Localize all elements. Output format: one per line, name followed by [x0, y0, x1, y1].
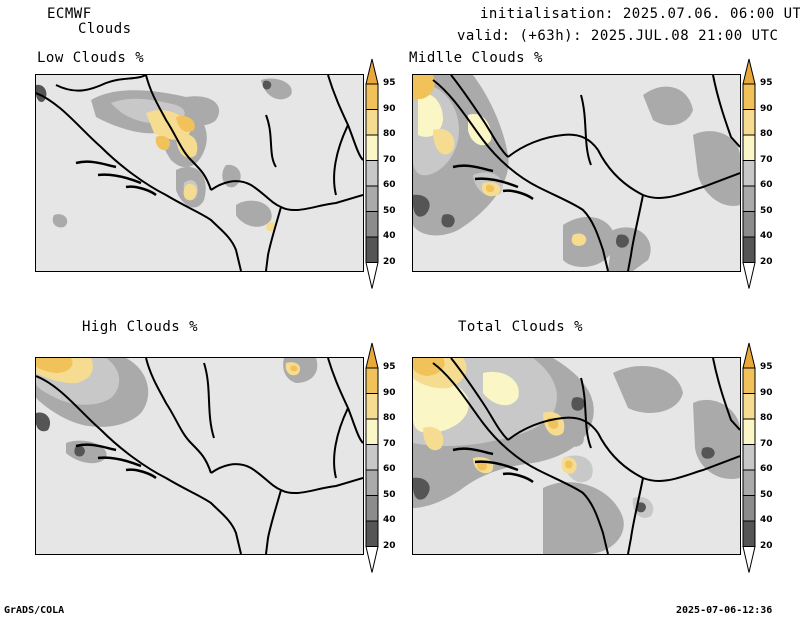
- colorbar-label: 20: [383, 256, 396, 267]
- product-name: Clouds: [78, 21, 132, 37]
- colorbar-label: 80: [760, 129, 773, 139]
- colorbar-label: 70: [760, 438, 773, 449]
- colorbar-box: [365, 495, 379, 522]
- colorbar-box: [742, 83, 756, 110]
- colorbar-arrow-top: [365, 58, 379, 85]
- colorbar-box: [742, 211, 756, 238]
- colorbar-box: [365, 393, 379, 420]
- colorbar-label: 50: [760, 205, 773, 216]
- colorbar-label: 95: [760, 362, 773, 372]
- colorbar-label: 40: [760, 515, 773, 525]
- map-middle-clouds: [412, 74, 741, 272]
- colorbar-label: 80: [383, 413, 396, 423]
- map-total-clouds: [412, 357, 741, 555]
- colorbar-arrow-bottom: [365, 262, 379, 289]
- colorbar-box: [365, 211, 379, 238]
- colorbar-label: 20: [760, 256, 773, 267]
- colorbar-arrow-top: [365, 342, 379, 369]
- colorbar-box: [365, 444, 379, 471]
- panel-title-high: High Clouds %: [82, 319, 199, 335]
- colorbar-box: [742, 236, 756, 263]
- colorbar-label: 70: [383, 154, 396, 165]
- colorbar-box: [742, 444, 756, 471]
- footer-credit: GrADS/COLA: [4, 605, 65, 616]
- colorbar-box: [742, 418, 756, 445]
- colorbar-arrow-top: [742, 58, 756, 85]
- colorbar-box: [365, 469, 379, 496]
- colorbar-label: 60: [760, 180, 773, 190]
- colorbar-box: [365, 109, 379, 136]
- colorbar-label: 90: [383, 103, 396, 114]
- colorbar-box: [742, 495, 756, 522]
- colorbar-arrow-bottom: [365, 546, 379, 573]
- colorbar-label: 20: [383, 540, 396, 551]
- colorbar-box: [742, 185, 756, 212]
- colorbar-label: 20: [760, 540, 773, 551]
- colorbar-box: [742, 160, 756, 187]
- colorbar-label: 95: [383, 362, 396, 372]
- colorbar-arrow-top: [742, 342, 756, 369]
- colorbar-box: [365, 185, 379, 212]
- colorbar-label: 40: [383, 231, 396, 241]
- colorbar-label: 50: [760, 489, 773, 500]
- map-low-clouds: [35, 74, 364, 272]
- colorbar-label: 50: [383, 205, 396, 216]
- footer-timestamp: 2025-07-06-12:36: [676, 605, 773, 616]
- colorbar-label: 60: [760, 464, 773, 474]
- panel-title-middle: Midlle Clouds %: [409, 50, 543, 66]
- colorbar-box: [365, 134, 379, 161]
- colorbar-box: [365, 367, 379, 394]
- colorbar-box: [742, 520, 756, 547]
- colorbar-label: 60: [383, 464, 396, 474]
- colorbar-label: 60: [383, 180, 396, 190]
- panel-title-total: Total Clouds %: [458, 319, 584, 335]
- map-high-clouds: [35, 357, 364, 555]
- colorbar-label: 50: [383, 489, 396, 500]
- colorbar-box: [365, 83, 379, 110]
- colorbar-label: 70: [383, 438, 396, 449]
- colorbar-label: 90: [760, 387, 773, 398]
- colorbar-box: [742, 393, 756, 420]
- colorbar-label: 90: [760, 103, 773, 114]
- colorbar-arrow-bottom: [742, 546, 756, 573]
- colorbar-label: 80: [383, 129, 396, 139]
- init-time: initialisation: 2025.07.06. 06:00 UTC: [480, 6, 800, 22]
- colorbar-box: [365, 520, 379, 547]
- colorbar-box: [742, 367, 756, 394]
- model-name: ECMWF: [47, 6, 92, 22]
- panel-title-low: Low Clouds %: [37, 50, 145, 66]
- colorbar-box: [365, 418, 379, 445]
- colorbar-label: 40: [760, 231, 773, 241]
- colorbar-label: 80: [760, 413, 773, 423]
- colorbar-box: [365, 236, 379, 263]
- colorbar-label: 95: [383, 78, 396, 88]
- colorbar-box: [742, 109, 756, 136]
- colorbar-box: [742, 469, 756, 496]
- colorbar-label: 40: [383, 515, 396, 525]
- colorbar-box: [742, 134, 756, 161]
- colorbar-label: 70: [760, 154, 773, 165]
- valid-time: valid: (+63h): 2025.JUL.08 21:00 UTC: [457, 28, 779, 44]
- colorbar-label: 95: [760, 78, 773, 88]
- colorbar-label: 90: [383, 387, 396, 398]
- colorbar-box: [365, 160, 379, 187]
- colorbar-arrow-bottom: [742, 262, 756, 289]
